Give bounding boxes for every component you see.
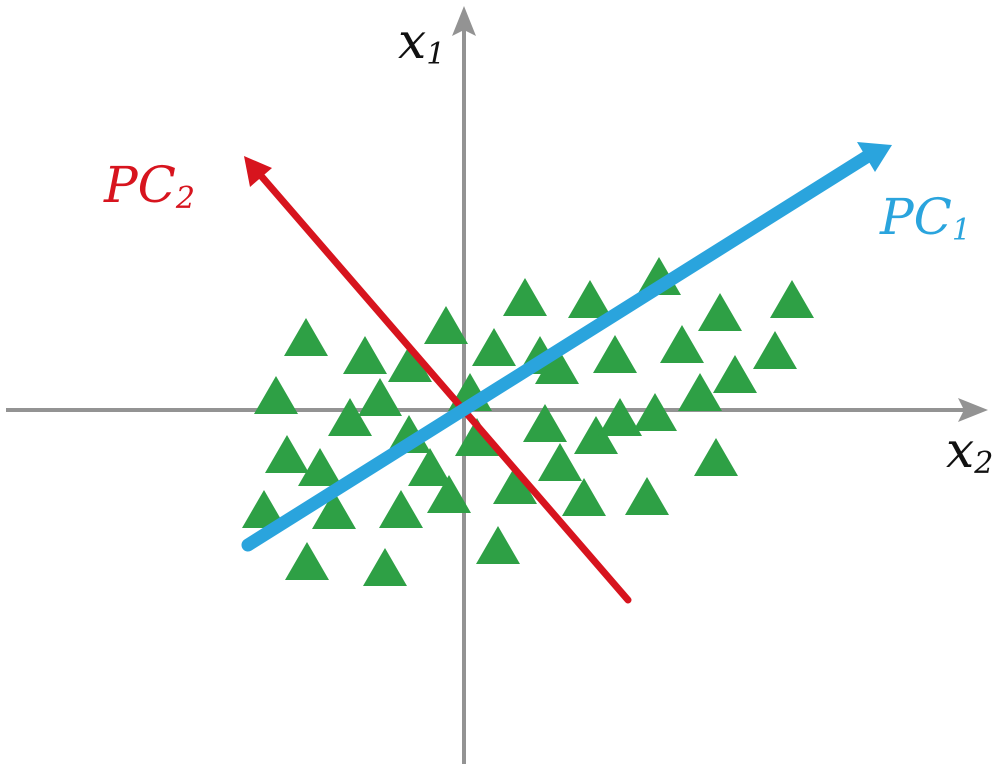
data-point-triangle bbox=[633, 393, 677, 431]
pc1-label: PC1 bbox=[879, 188, 971, 248]
data-point-triangle bbox=[660, 325, 704, 363]
data-point-triangle bbox=[538, 443, 582, 481]
data-point-triangle bbox=[523, 404, 567, 442]
data-point-triangle bbox=[427, 475, 471, 513]
data-point-triangle bbox=[379, 490, 423, 528]
data-point-triangle bbox=[770, 280, 814, 318]
data-point-triangle bbox=[503, 278, 547, 316]
data-point-triangle bbox=[358, 378, 402, 416]
pc1-line bbox=[241, 149, 875, 552]
data-point-triangle bbox=[408, 448, 452, 486]
data-point-triangle bbox=[535, 346, 579, 384]
data-point-triangle bbox=[265, 435, 309, 473]
x1-axis-label: x1 bbox=[398, 12, 445, 72]
pc2-vector bbox=[244, 156, 632, 604]
data-point-triangle bbox=[574, 416, 618, 454]
data-point-triangle bbox=[254, 376, 298, 414]
data-point-triangle bbox=[472, 328, 516, 366]
pc1-vector bbox=[241, 142, 892, 552]
x2-axis-arrowhead bbox=[958, 398, 988, 422]
data-point-triangle bbox=[285, 542, 329, 580]
data-point-triangle bbox=[424, 306, 468, 344]
data-point-triangle bbox=[284, 318, 328, 356]
data-point-triangle bbox=[625, 477, 669, 515]
pc1-arrowhead bbox=[857, 142, 892, 172]
pc2-line bbox=[252, 166, 632, 604]
data-point-triangle bbox=[298, 448, 342, 486]
pc2-arrowhead bbox=[244, 156, 272, 187]
data-point-triangle bbox=[698, 293, 742, 331]
data-point-triangle bbox=[455, 418, 499, 456]
data-point-triangle bbox=[493, 466, 537, 504]
data-point-triangle bbox=[562, 478, 606, 516]
x2-axis-label: x2 bbox=[946, 421, 993, 481]
data-point-triangle bbox=[388, 344, 432, 382]
data-point-triangle bbox=[476, 526, 520, 564]
data-point-triangle bbox=[753, 331, 797, 369]
data-point-triangle bbox=[242, 490, 286, 528]
data-point-triangle bbox=[568, 280, 612, 318]
data-point-triangle bbox=[312, 491, 356, 529]
data-points bbox=[242, 257, 814, 586]
data-point-triangle bbox=[328, 398, 372, 436]
data-point-triangle bbox=[598, 398, 642, 436]
data-point-triangle bbox=[713, 355, 757, 393]
data-point-triangle bbox=[678, 373, 722, 411]
data-point-triangle bbox=[343, 336, 387, 374]
data-point-triangle bbox=[694, 438, 738, 476]
data-point-triangle bbox=[593, 335, 637, 373]
data-point-triangle bbox=[363, 548, 407, 586]
pc2-label: PC2 bbox=[103, 156, 195, 216]
x1-axis-arrowhead bbox=[452, 6, 476, 36]
